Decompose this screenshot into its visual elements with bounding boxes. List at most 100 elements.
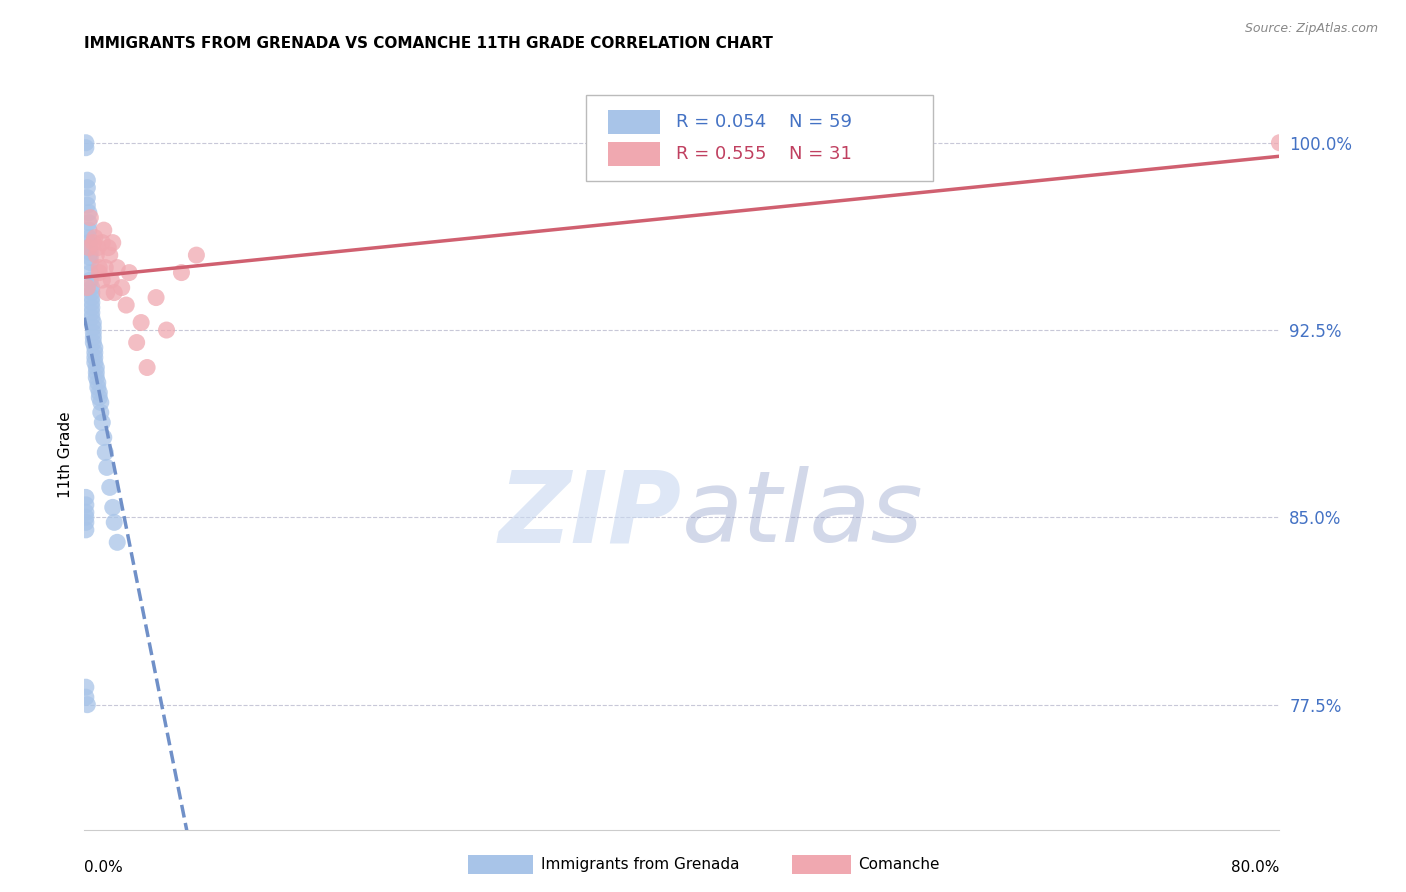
Point bbox=[98, 480, 121, 494]
Point bbox=[82, 235, 104, 250]
Point bbox=[77, 235, 100, 250]
Point bbox=[80, 305, 103, 319]
Text: atlas: atlas bbox=[682, 467, 924, 564]
Point bbox=[82, 326, 104, 340]
Point bbox=[94, 445, 117, 459]
Point bbox=[155, 323, 177, 337]
Point bbox=[77, 241, 100, 255]
Point bbox=[86, 366, 108, 380]
Point bbox=[75, 690, 97, 705]
Text: Source: ZipAtlas.com: Source: ZipAtlas.com bbox=[1244, 22, 1378, 36]
Point bbox=[87, 241, 110, 255]
Point bbox=[77, 223, 100, 237]
Point bbox=[125, 335, 148, 350]
Point bbox=[76, 191, 98, 205]
Point bbox=[83, 351, 105, 365]
Point bbox=[76, 698, 98, 712]
Point bbox=[79, 266, 101, 280]
Point bbox=[83, 355, 105, 369]
Point bbox=[170, 266, 193, 280]
Point bbox=[82, 316, 104, 330]
Point bbox=[75, 510, 97, 524]
Point bbox=[89, 385, 111, 400]
Point bbox=[111, 280, 134, 294]
Point bbox=[115, 298, 138, 312]
Point bbox=[1268, 136, 1291, 150]
Text: N = 31: N = 31 bbox=[790, 145, 852, 163]
Point bbox=[97, 241, 120, 255]
Point bbox=[79, 273, 101, 287]
Point bbox=[186, 248, 208, 262]
Point bbox=[94, 260, 117, 275]
Point bbox=[96, 285, 118, 300]
Point bbox=[89, 260, 111, 275]
Point bbox=[80, 285, 103, 300]
Point bbox=[75, 680, 97, 694]
Point bbox=[79, 245, 101, 260]
Point bbox=[145, 291, 167, 305]
Point bbox=[86, 360, 108, 375]
Point bbox=[75, 136, 97, 150]
Point bbox=[100, 273, 122, 287]
Point bbox=[75, 505, 97, 519]
Point bbox=[105, 260, 128, 275]
Point bbox=[80, 291, 103, 305]
Point bbox=[89, 391, 111, 405]
Point bbox=[82, 330, 104, 344]
Point bbox=[105, 535, 128, 549]
FancyBboxPatch shape bbox=[607, 111, 661, 134]
Text: N = 59: N = 59 bbox=[790, 113, 852, 131]
Point bbox=[83, 341, 105, 355]
Point bbox=[76, 280, 98, 294]
Point bbox=[86, 370, 108, 384]
Point bbox=[77, 230, 100, 244]
Point bbox=[82, 335, 104, 350]
Point bbox=[82, 320, 104, 334]
Point bbox=[90, 395, 112, 409]
Point bbox=[75, 523, 97, 537]
Point bbox=[83, 230, 105, 244]
Point bbox=[77, 216, 100, 230]
Point bbox=[79, 255, 101, 269]
Point bbox=[93, 223, 115, 237]
Point bbox=[136, 360, 159, 375]
FancyBboxPatch shape bbox=[607, 143, 661, 167]
Text: R = 0.555: R = 0.555 bbox=[676, 145, 766, 163]
Point bbox=[75, 498, 97, 512]
Point bbox=[77, 241, 100, 255]
Point bbox=[75, 491, 97, 505]
Point bbox=[98, 248, 121, 262]
Point bbox=[91, 416, 114, 430]
Text: 0.0%: 0.0% bbox=[84, 860, 124, 874]
Point bbox=[76, 173, 98, 187]
Point bbox=[90, 405, 112, 419]
Point bbox=[89, 266, 111, 280]
Point bbox=[75, 516, 97, 530]
Point bbox=[91, 235, 114, 250]
Point bbox=[93, 430, 115, 444]
Text: 80.0%: 80.0% bbox=[1232, 860, 1279, 874]
Point bbox=[83, 345, 105, 359]
Point bbox=[79, 251, 101, 265]
Point bbox=[129, 316, 152, 330]
Text: Comanche: Comanche bbox=[858, 857, 939, 871]
Point bbox=[80, 301, 103, 315]
Point bbox=[80, 295, 103, 310]
Y-axis label: 11th Grade: 11th Grade bbox=[58, 411, 73, 499]
Point bbox=[118, 266, 141, 280]
Point bbox=[87, 380, 110, 394]
Point bbox=[91, 273, 114, 287]
Point bbox=[103, 516, 125, 530]
Point bbox=[75, 141, 97, 155]
Text: ZIP: ZIP bbox=[499, 467, 682, 564]
Text: IMMIGRANTS FROM GRENADA VS COMANCHE 11TH GRADE CORRELATION CHART: IMMIGRANTS FROM GRENADA VS COMANCHE 11TH… bbox=[84, 36, 773, 51]
Point bbox=[101, 235, 124, 250]
Point bbox=[86, 248, 108, 262]
Point bbox=[76, 198, 98, 212]
Point bbox=[79, 211, 101, 225]
Point bbox=[80, 280, 103, 294]
Text: Immigrants from Grenada: Immigrants from Grenada bbox=[541, 857, 740, 871]
Text: R = 0.054: R = 0.054 bbox=[676, 113, 766, 131]
Point bbox=[87, 376, 110, 390]
Point bbox=[101, 500, 124, 515]
